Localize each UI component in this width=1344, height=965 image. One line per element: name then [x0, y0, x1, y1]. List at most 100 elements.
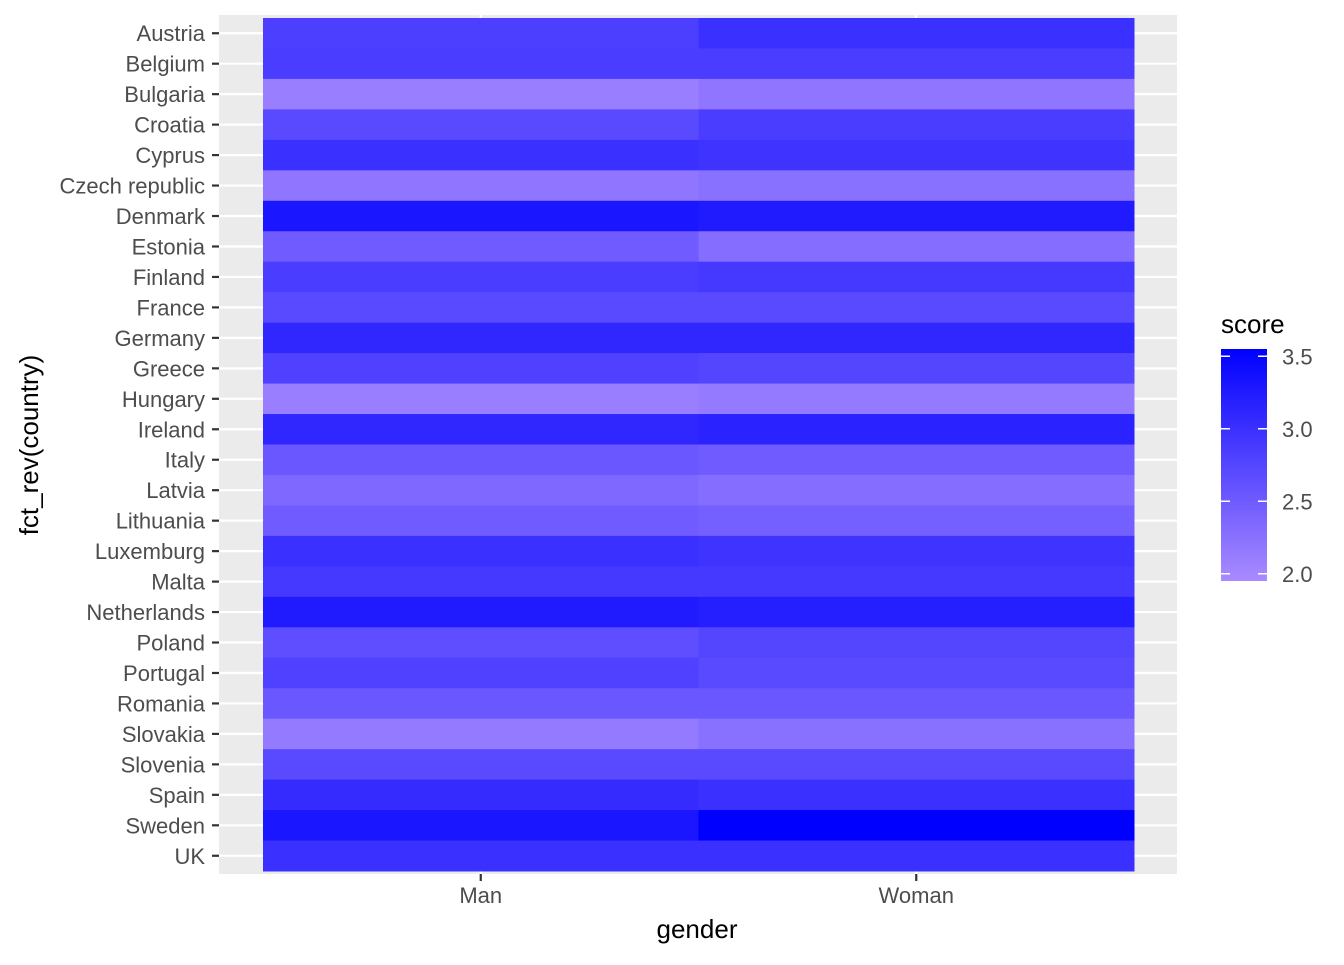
- y-tick-label-belgium: Belgium: [126, 52, 205, 77]
- y-tick-label-italy: Italy: [165, 448, 205, 473]
- legend-colorbar: [1221, 349, 1267, 581]
- tile-germany-woman: [698, 322, 1135, 354]
- tile-layer: [263, 18, 1135, 872]
- y-tick-label-romania: Romania: [117, 691, 206, 716]
- y-tick-label-denmark: Denmark: [116, 204, 206, 229]
- tile-croatia-woman: [698, 109, 1135, 141]
- tile-austria-man: [263, 18, 699, 49]
- legend-break-label-2: 3.0: [1282, 417, 1313, 442]
- tile-poland-woman: [698, 627, 1135, 659]
- tile-slovakia-woman: [698, 718, 1135, 750]
- tile-lithuania-man: [263, 505, 699, 537]
- legend-break-label-1: 2.5: [1282, 489, 1313, 514]
- tile-finland-man: [263, 261, 699, 293]
- legend: score 2.0 2.5 3.0 3.5: [1221, 309, 1313, 587]
- y-tick-label-netherlands: Netherlands: [86, 600, 205, 625]
- y-axis-title: fct_rev(country): [14, 355, 44, 536]
- tile-luxemburg-woman: [698, 535, 1135, 567]
- y-tick-label-ireland: Ireland: [138, 417, 205, 442]
- y-tick-label-cyprus: Cyprus: [135, 143, 205, 168]
- tile-uk-man: [263, 840, 699, 872]
- y-tick-label-slovenia: Slovenia: [121, 752, 206, 777]
- tile-greece-woman: [698, 353, 1135, 385]
- y-tick-label-uk: UK: [174, 844, 205, 869]
- y-tick-label-malta: Malta: [151, 570, 206, 595]
- tile-cyprus-man: [263, 139, 699, 171]
- tile-france-woman: [698, 292, 1135, 324]
- tile-portugal-woman: [698, 657, 1135, 689]
- tile-estonia-woman: [698, 231, 1135, 263]
- y-tick-label-portugal: Portugal: [123, 661, 205, 686]
- tile-finland-woman: [698, 261, 1135, 293]
- tile-slovenia-man: [263, 749, 699, 781]
- y-tick-label-lithuania: Lithuania: [116, 509, 206, 534]
- tile-luxemburg-man: [263, 535, 699, 567]
- tile-hungary-man: [263, 383, 699, 415]
- tile-romania-woman: [698, 688, 1135, 720]
- tile-slovakia-man: [263, 718, 699, 750]
- y-tick-label-czech-republic: Czech republic: [59, 174, 205, 199]
- y-tick-label-croatia: Croatia: [134, 113, 206, 138]
- tile-italy-man: [263, 444, 699, 476]
- y-tick-label-spain: Spain: [149, 783, 205, 808]
- tile-sweden-man: [263, 810, 699, 842]
- legend-ticks: 2.0 2.5 3.0 3.5: [1221, 344, 1313, 587]
- legend-break-label-3: 3.5: [1282, 344, 1313, 369]
- tile-greece-man: [263, 353, 699, 385]
- tile-malta-woman: [698, 566, 1135, 598]
- legend-title: score: [1221, 309, 1285, 339]
- tile-ireland-woman: [698, 414, 1135, 445]
- tile-austria-woman: [698, 18, 1135, 49]
- y-tick-label-bulgaria: Bulgaria: [124, 82, 205, 107]
- legend-break-label-0: 2.0: [1282, 562, 1313, 587]
- tile-slovenia-woman: [698, 749, 1135, 781]
- x-axis-title: gender: [657, 914, 738, 944]
- tile-estonia-man: [263, 231, 699, 263]
- tile-bulgaria-man: [263, 78, 699, 110]
- tile-sweden-woman: [698, 810, 1135, 842]
- y-tick-label-slovakia: Slovakia: [122, 722, 206, 747]
- y-tick-label-austria: Austria: [137, 21, 206, 46]
- tile-cyprus-woman: [698, 139, 1135, 171]
- tile-belgium-man: [263, 48, 699, 80]
- tile-malta-man: [263, 566, 699, 598]
- tile-spain-man: [263, 779, 699, 811]
- tile-latvia-woman: [698, 474, 1135, 506]
- y-tick-label-estonia: Estonia: [132, 234, 206, 259]
- tile-portugal-man: [263, 657, 699, 689]
- tile-czech-republic-woman: [698, 170, 1135, 202]
- tile-latvia-man: [263, 474, 699, 506]
- y-tick-label-latvia: Latvia: [146, 478, 205, 503]
- tile-netherlands-woman: [698, 596, 1135, 628]
- y-tick-label-germany: Germany: [115, 326, 205, 351]
- tile-netherlands-man: [263, 596, 699, 628]
- tile-ireland-man: [263, 414, 699, 445]
- x-tick-label-woman: Woman: [879, 883, 954, 908]
- tile-denmark-man: [263, 200, 699, 232]
- tile-belgium-woman: [698, 48, 1135, 80]
- tile-france-man: [263, 292, 699, 324]
- tile-romania-man: [263, 688, 699, 720]
- x-tick-label-man: Man: [459, 883, 502, 908]
- y-tick-label-finland: Finland: [133, 265, 205, 290]
- tile-spain-woman: [698, 779, 1135, 811]
- y-tick-label-sweden: Sweden: [125, 813, 205, 838]
- tile-bulgaria-woman: [698, 78, 1135, 110]
- y-tick-label-hungary: Hungary: [122, 387, 205, 412]
- tile-hungary-woman: [698, 383, 1135, 415]
- tile-poland-man: [263, 627, 699, 659]
- y-tick-label-luxemburg: Luxemburg: [95, 539, 205, 564]
- tile-italy-woman: [698, 444, 1135, 476]
- tile-denmark-woman: [698, 200, 1135, 232]
- tile-croatia-man: [263, 109, 699, 141]
- y-tick-label-poland: Poland: [136, 631, 205, 656]
- tile-uk-woman: [698, 840, 1135, 872]
- tile-germany-man: [263, 322, 699, 354]
- y-tick-label-greece: Greece: [133, 356, 205, 381]
- axis-layer: Austria Belgium Bulgaria Croatia Cyprus Czech…: [59, 21, 953, 908]
- tile-lithuania-woman: [698, 505, 1135, 537]
- y-tick-label-france: France: [137, 295, 205, 320]
- tile-czech-republic-man: [263, 170, 699, 202]
